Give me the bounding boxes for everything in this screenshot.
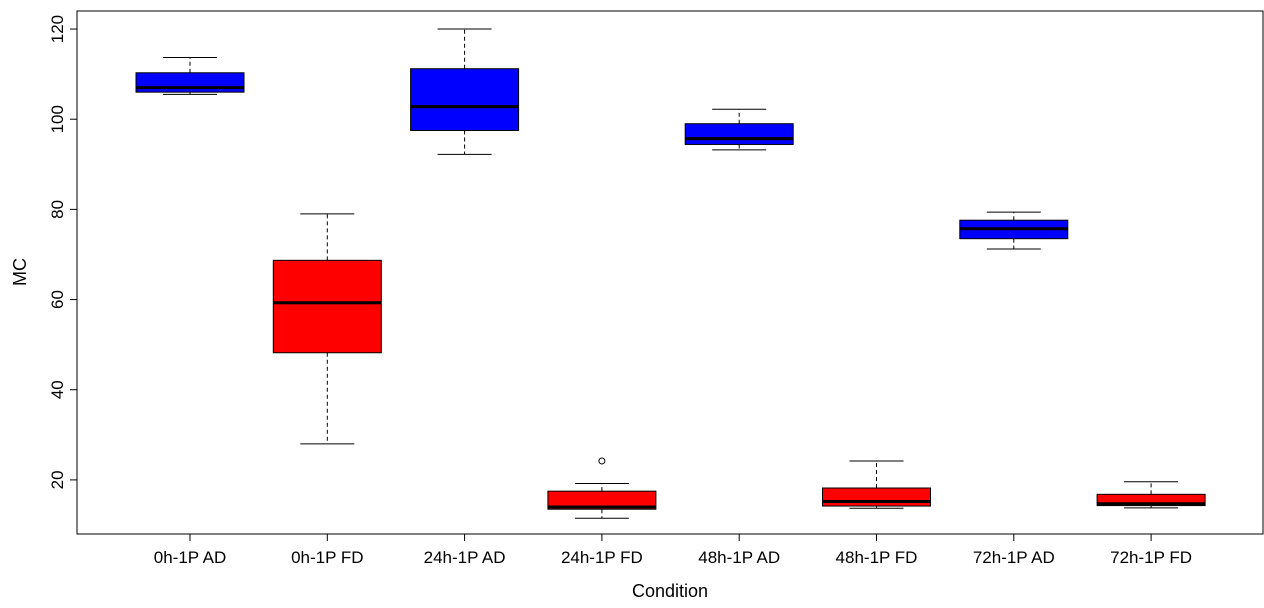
box-group <box>822 460 931 509</box>
y-tick-label: 60 <box>48 290 67 309</box>
box-series <box>135 28 1206 519</box>
box-iqr <box>272 259 382 354</box>
y-tick-label: 100 <box>48 105 67 133</box>
plot-frame <box>76 10 1264 535</box>
box-iqr <box>135 72 245 93</box>
box-group <box>1096 481 1206 509</box>
y-axis-title: MC <box>10 258 30 286</box>
x-axis-title: Condition <box>632 581 708 601</box>
box-iqr <box>547 490 657 510</box>
box-iqr <box>410 68 520 131</box>
box-group <box>959 211 1069 250</box>
x-tick-label: 48h-1P FD <box>836 548 918 567</box>
box-group <box>547 457 657 519</box>
x-tick-label: 0h-1P AD <box>154 548 226 567</box>
box-group <box>684 108 794 151</box>
box-iqr <box>1096 493 1206 507</box>
y-tick-label: 80 <box>48 200 67 219</box>
y-tick-label: 20 <box>48 470 67 489</box>
box-group <box>272 213 382 445</box>
y-tick-label: 40 <box>48 380 67 399</box>
box-iqr <box>684 123 794 145</box>
y-axis: 20 40 60 80 100 120 <box>48 15 78 489</box>
x-tick-label: 72h-1P FD <box>1110 548 1192 567</box>
x-tick-label: 24h-1P FD <box>561 548 643 567</box>
x-tick-label: 0h-1P FD <box>291 548 363 567</box>
x-tick-label: 72h-1P AD <box>973 548 1055 567</box>
box-group <box>410 28 520 155</box>
y-tick-label: 120 <box>48 15 67 43</box>
box-group <box>135 56 245 95</box>
x-axis: 0h-1P AD 0h-1P FD 24h-1P AD 24h-1P FD 48h-1P… <box>154 533 1192 567</box>
x-tick-label: 24h-1P AD <box>424 548 506 567</box>
x-tick-label: 48h-1P AD <box>698 548 780 567</box>
outlier-point <box>598 457 606 465</box>
box-iqr <box>822 487 931 507</box>
